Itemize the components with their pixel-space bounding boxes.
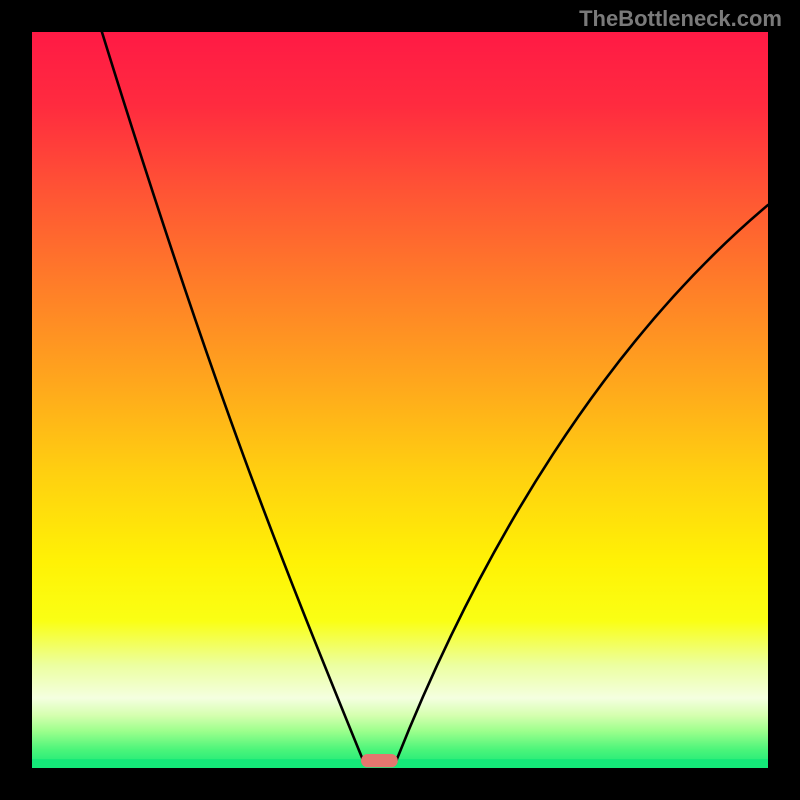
watermark-text: TheBottleneck.com	[579, 6, 782, 32]
bottom-band	[32, 759, 768, 768]
plot-area	[32, 32, 768, 768]
chart-frame: TheBottleneck.com	[0, 0, 800, 800]
optimum-marker	[361, 754, 398, 767]
gradient-background	[32, 32, 768, 768]
